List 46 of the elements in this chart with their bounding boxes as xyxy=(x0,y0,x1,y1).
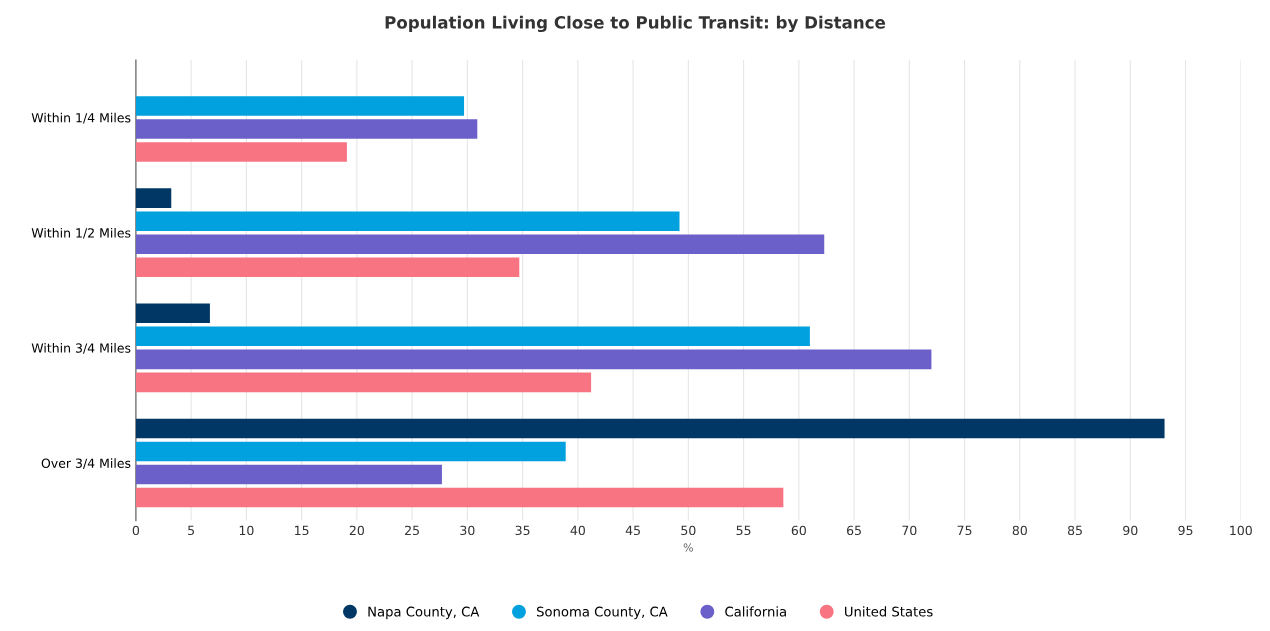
x-tick-label: 55 xyxy=(736,525,751,536)
x-tick-label: 70 xyxy=(902,525,917,536)
bar xyxy=(135,487,784,508)
legend-label: Sonoma County, CA xyxy=(536,606,668,620)
x-tick-label: 25 xyxy=(405,525,419,536)
x-tick-label: 5 xyxy=(188,525,195,536)
y-tick-label: Within 3/4 Miles xyxy=(31,343,131,354)
bar xyxy=(135,303,210,324)
bar xyxy=(135,234,825,254)
x-tick-label: 35 xyxy=(515,525,530,536)
legend-label: Napa County, CA xyxy=(368,606,480,620)
x-tick-label: 40 xyxy=(570,525,585,536)
bar xyxy=(135,372,592,393)
bar xyxy=(135,96,465,116)
bar xyxy=(135,349,932,370)
x-axis-title: % xyxy=(683,543,694,552)
x-tick-label: 50 xyxy=(681,525,696,536)
bar xyxy=(135,119,478,139)
x-tick-label: 80 xyxy=(1012,525,1027,536)
bar xyxy=(135,326,810,347)
x-tick-label: 0 xyxy=(132,525,140,536)
x-tick-label: 90 xyxy=(1123,525,1138,536)
y-tick-label: Within 1/2 Miles xyxy=(31,227,131,239)
bar xyxy=(135,464,442,485)
bar xyxy=(135,211,680,231)
x-tick-label: 15 xyxy=(295,525,309,536)
bar xyxy=(135,188,172,208)
x-tick-label: 10 xyxy=(239,525,254,536)
x-tick-label: 95 xyxy=(1178,525,1193,536)
y-tick-label: Within 1/4 Miles xyxy=(31,112,131,124)
bar xyxy=(135,142,347,162)
x-tick-label: 85 xyxy=(1067,525,1082,536)
legend-label: United States xyxy=(845,606,933,617)
x-tick-label: 30 xyxy=(460,525,475,536)
x-tick-label: 20 xyxy=(349,525,364,536)
y-tick-label: Over 3/4 Miles xyxy=(41,458,131,469)
x-tick-label: 65 xyxy=(846,525,861,536)
chart-title: Population Living Close to Public Transit: by Distance xyxy=(385,15,886,33)
bar xyxy=(135,441,566,462)
x-tick-label: 100 xyxy=(1230,525,1252,536)
x-tick-label: 75 xyxy=(957,525,972,536)
bar xyxy=(135,257,520,278)
bar xyxy=(135,418,1165,439)
legend-label: California xyxy=(725,606,786,617)
x-tick-label: 60 xyxy=(791,525,806,536)
x-tick-label: 45 xyxy=(625,525,640,536)
